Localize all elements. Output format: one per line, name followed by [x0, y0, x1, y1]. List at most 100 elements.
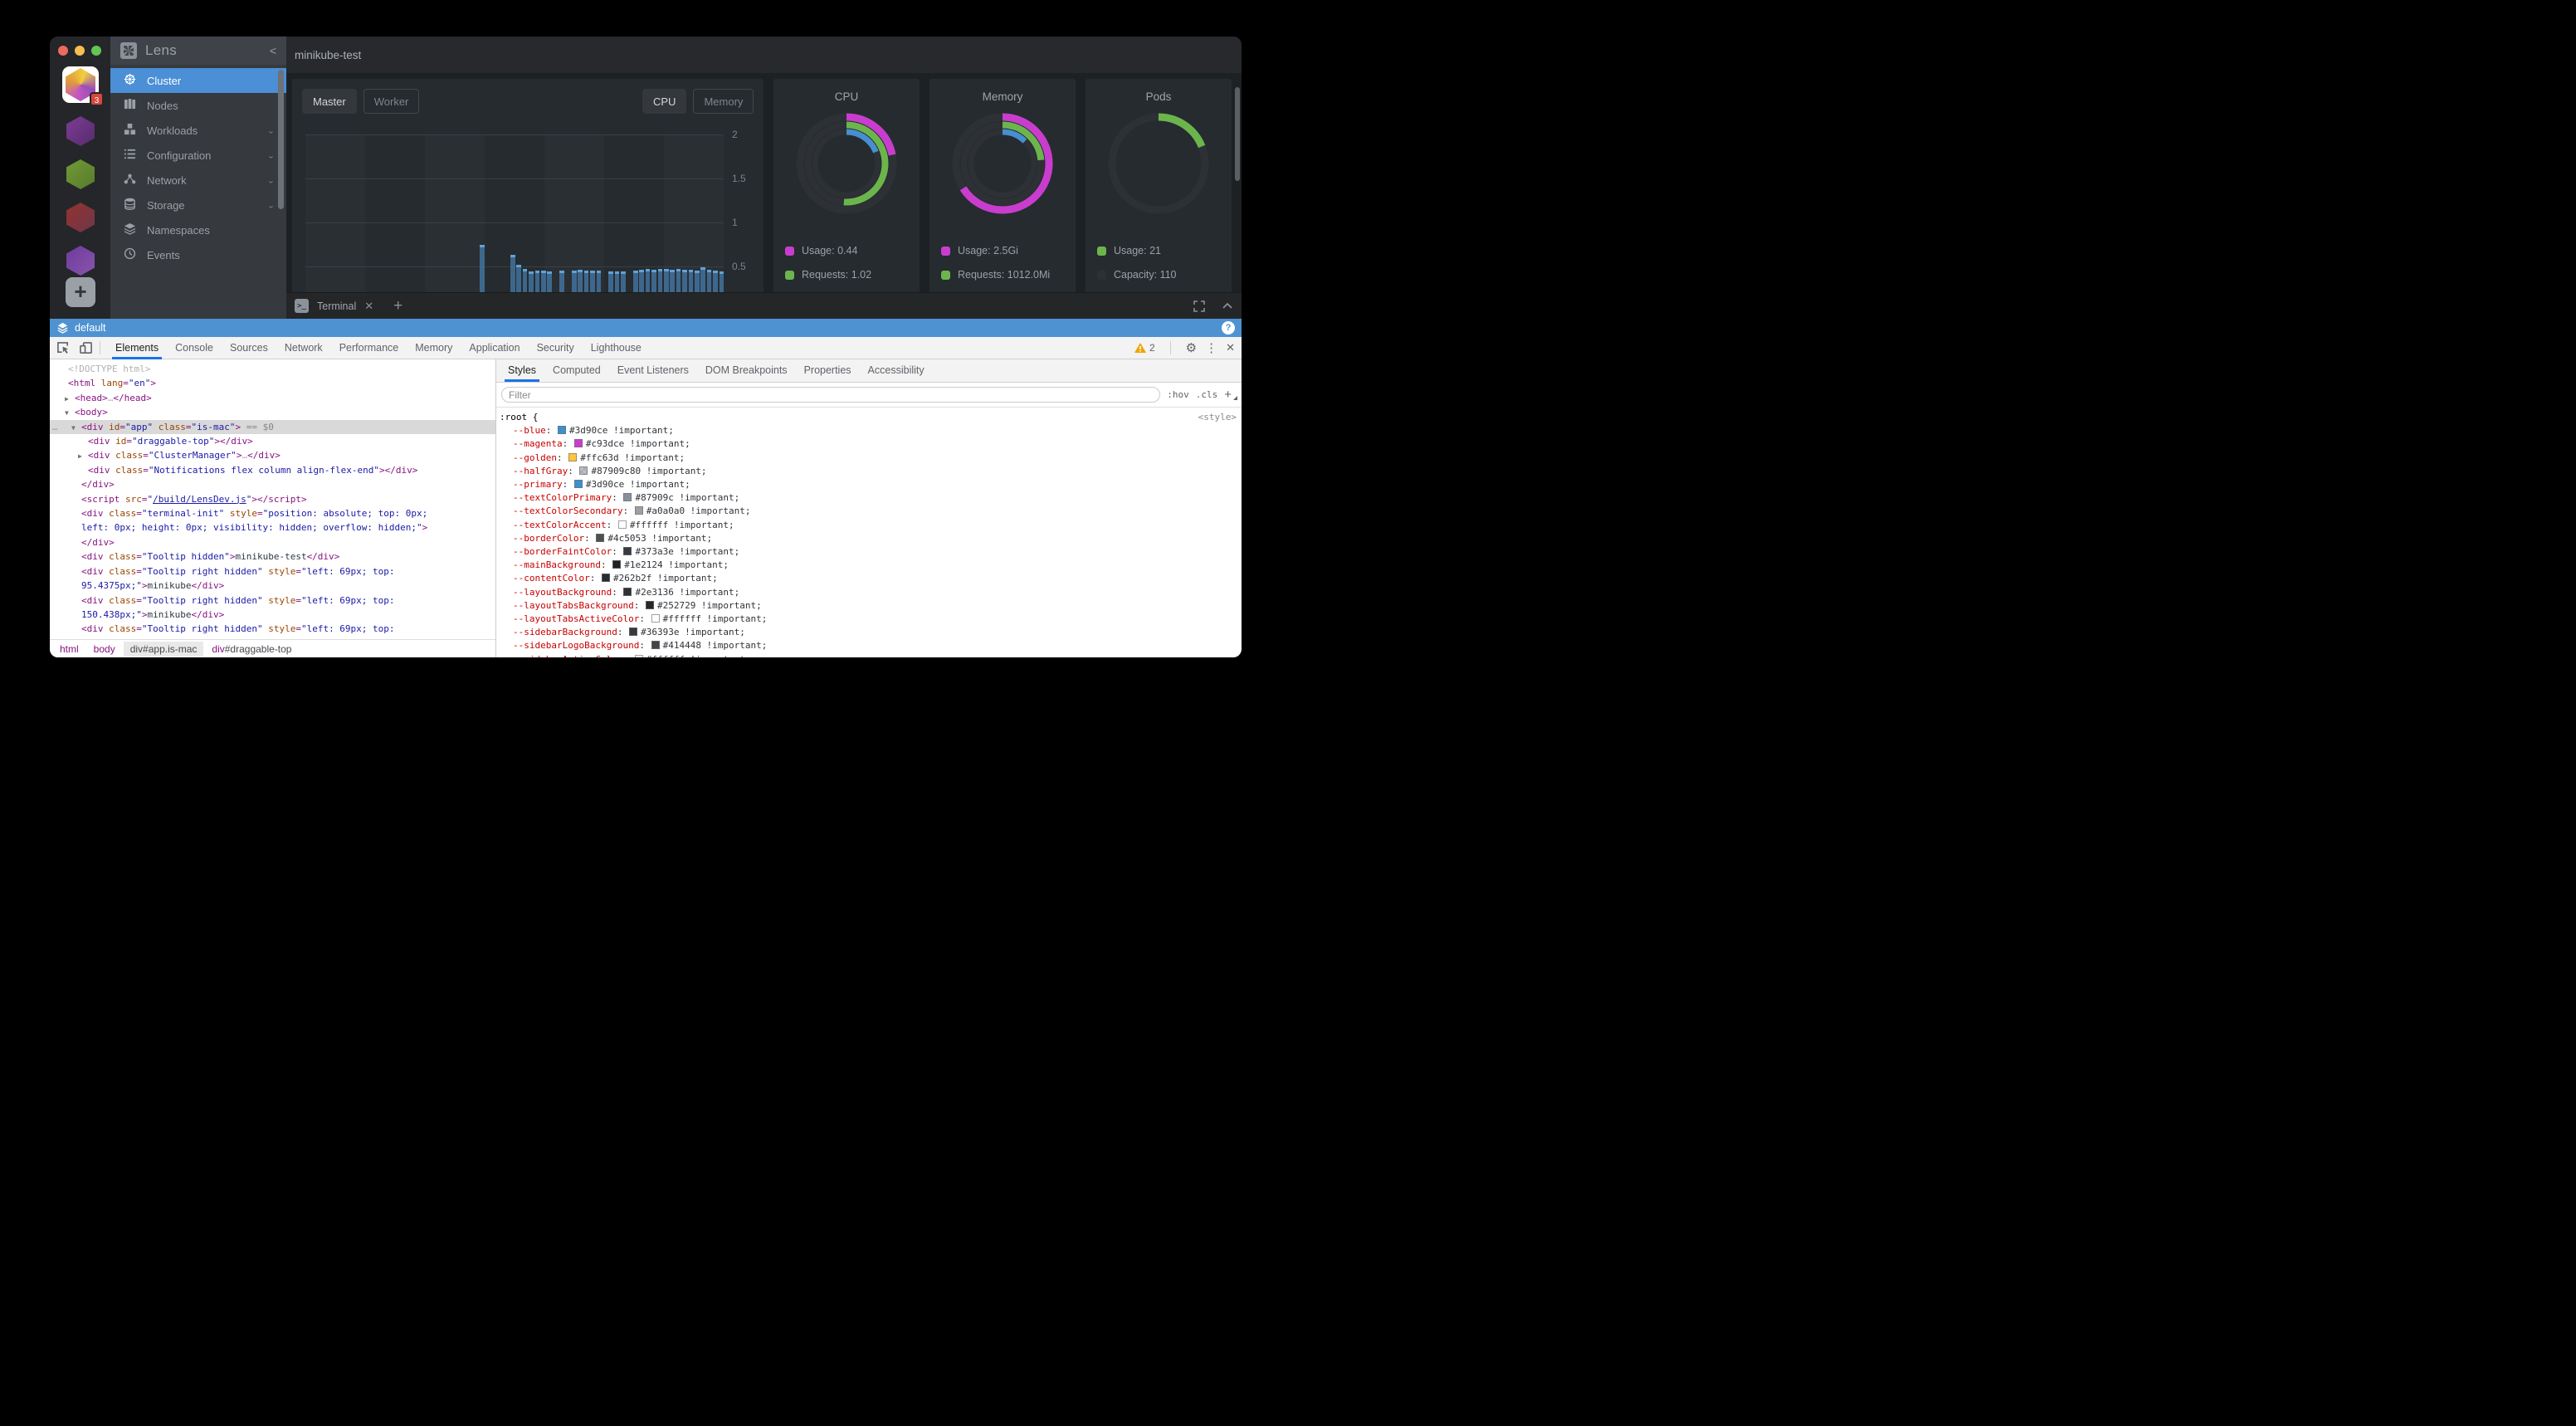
color-swatch[interactable]: [634, 654, 643, 657]
sidebar-item-network[interactable]: Network ⌄: [110, 168, 286, 193]
devtools-tab-application[interactable]: Application: [469, 341, 520, 354]
css-property-row[interactable]: --halfGray: #87909c80 !important;: [513, 465, 707, 476]
devtools-tab-console[interactable]: Console: [175, 341, 213, 354]
devtools-tab-memory[interactable]: Memory: [415, 341, 453, 354]
devtools-tab-performance[interactable]: Performance: [339, 341, 399, 354]
css-property-row[interactable]: --mainBackground: #1e2124 !important;: [513, 559, 729, 571]
dom-node[interactable]: <div class="Tooltip right hidden" style=…: [81, 623, 395, 635]
devtools-tab-sources[interactable]: Sources: [229, 341, 268, 354]
color-swatch[interactable]: [612, 560, 622, 569]
css-property-row[interactable]: --sidebarBackground: #36393e !important;: [513, 627, 745, 638]
styles-tab-properties[interactable]: Properties: [803, 364, 851, 376]
styles-filter-input[interactable]: [501, 387, 1161, 403]
css-property-row[interactable]: --borderColor: #4c5053 !important;: [513, 532, 713, 544]
terminal-tab[interactable]: Terminal: [317, 300, 357, 312]
color-swatch[interactable]: [579, 466, 588, 475]
css-property-row[interactable]: --textColorAccent: #ffffff !important;: [513, 519, 734, 530]
dom-node[interactable]: </div>: [81, 479, 115, 491]
sidebar-item-configuration[interactable]: Configuration ⌄: [110, 143, 286, 168]
css-property-row[interactable]: --sidebarActiveColor: #ffffff !important…: [500, 653, 1237, 657]
dom-node[interactable]: 95.4375px;">minikube</div>: [81, 580, 225, 592]
css-property-row[interactable]: --textColorPrimary: #87909c !important;: [513, 492, 740, 504]
rail-cluster-green[interactable]: [66, 159, 95, 189]
traffic-light-close[interactable]: [58, 46, 68, 56]
dom-node[interactable]: <div id="draggable-top"></div>: [88, 436, 253, 447]
active-cluster-button[interactable]: 3: [62, 66, 104, 106]
metric-tab-memory[interactable]: Memory: [693, 89, 754, 114]
traffic-light-zoom[interactable]: [91, 46, 101, 56]
help-button[interactable]: ?: [1222, 321, 1235, 335]
css-selector[interactable]: :root {: [500, 412, 539, 422]
dom-node[interactable]: <!DOCTYPE html>: [68, 364, 151, 374]
sidebar-item-nodes[interactable]: Nodes: [110, 93, 286, 118]
new-style-rule-button[interactable]: +: [1224, 388, 1237, 402]
collapsed-arrow-icon[interactable]: ▶: [65, 394, 69, 403]
color-swatch[interactable]: [558, 426, 566, 435]
sidebar-collapse-icon[interactable]: <: [269, 44, 276, 57]
rail-cluster-violet[interactable]: [66, 246, 95, 276]
color-swatch[interactable]: [651, 614, 660, 623]
devtools-close-icon[interactable]: ✕: [1226, 341, 1235, 354]
color-swatch[interactable]: [568, 452, 578, 461]
dom-node[interactable]: ▶ <head>…</head>: [50, 391, 495, 405]
color-swatch[interactable]: [617, 520, 627, 529]
dom-node[interactable]: left: 0px; height: 0px; visibility: hidd…: [81, 522, 428, 534]
console-warning-counter[interactable]: 2: [1134, 342, 1155, 354]
dom-node[interactable]: <div class="Notifications flex column al…: [88, 464, 418, 476]
css-property-row[interactable]: --layoutTabsActiveColor: #ffffff !import…: [513, 613, 768, 625]
dom-node[interactable]: <div class="terminal-init" style="positi…: [81, 508, 428, 520]
color-swatch[interactable]: [623, 493, 632, 502]
dom-node[interactable]: <div class="Tooltip hidden">minikube-tes…: [81, 551, 340, 563]
color-swatch[interactable]: [634, 506, 643, 515]
dom-node[interactable]: <div class="Tooltip right hidden" style=…: [81, 594, 395, 606]
css-property-row[interactable]: --blue: #3d90ce !important;: [513, 425, 674, 437]
expanded-arrow-icon[interactable]: ▼: [65, 409, 69, 418]
dom-node[interactable]: <div class="Tooltip right hidden" style=…: [81, 565, 395, 577]
collapsed-arrow-icon[interactable]: ▶: [78, 452, 82, 461]
css-property-row[interactable]: --magenta: #c93dce !important;: [513, 438, 690, 450]
metric-tab-cpu[interactable]: CPU: [642, 89, 687, 114]
devtools-tab-security[interactable]: Security: [536, 341, 574, 354]
css-property-row[interactable]: --primary: #3d90ce !important;: [513, 479, 690, 491]
sidebar-item-cluster[interactable]: Cluster: [110, 68, 286, 93]
traffic-light-minimize[interactable]: [75, 46, 85, 56]
breadcrumb-item[interactable]: div#draggable-top: [212, 642, 292, 655]
color-swatch[interactable]: [623, 587, 632, 596]
main-scrollbar[interactable]: [1235, 87, 1240, 181]
breadcrumb-item[interactable]: div#app.is-mac: [123, 641, 204, 657]
fullscreen-icon[interactable]: [1193, 300, 1205, 312]
css-property-row[interactable]: --golden: #ffc63d !important;: [513, 452, 685, 463]
css-property-row[interactable]: --sidebarLogoBackground: #414448 !import…: [513, 640, 768, 652]
dom-node-selected[interactable]: … ▼ <div id="app" class="is-mac"> == $0: [50, 419, 495, 435]
node-tab-worker[interactable]: Worker: [363, 89, 420, 114]
color-swatch[interactable]: [645, 600, 654, 609]
node-tab-master[interactable]: Master: [302, 89, 357, 114]
expanded-arrow-icon[interactable]: ▼: [71, 423, 76, 432]
color-swatch[interactable]: [596, 533, 605, 542]
color-swatch[interactable]: [573, 439, 583, 448]
css-property-row[interactable]: --borderFaintColor: #373a3e !important;: [513, 546, 740, 558]
terminal-close-icon[interactable]: ✕: [364, 299, 374, 312]
sidebar-item-events[interactable]: Events: [110, 242, 286, 267]
css-property-row[interactable]: --contentColor: #262b2f !important;: [513, 573, 718, 584]
color-swatch[interactable]: [601, 574, 610, 583]
css-property-row[interactable]: --layoutBackground: #2e3136 !important;: [513, 586, 740, 598]
styles-tab-styles[interactable]: Styles: [500, 359, 544, 382]
toggle-hover-state-button[interactable]: :hov: [1167, 389, 1189, 400]
dom-node[interactable]: <html lang="en">: [68, 378, 156, 389]
devtools-tab-lighthouse[interactable]: Lighthouse: [590, 341, 642, 354]
rail-cluster-purple[interactable]: [66, 116, 95, 146]
dom-node[interactable]: 150.438px;">minikube</div>: [81, 608, 225, 620]
styles-tab-dom-breakpoints[interactable]: DOM Breakpoints: [705, 364, 788, 376]
rail-cluster-red[interactable]: [66, 203, 95, 232]
styles-tab-event-listeners[interactable]: Event Listeners: [617, 364, 689, 376]
terminal-add-icon[interactable]: +: [393, 296, 403, 315]
breadcrumb-item[interactable]: body: [93, 642, 115, 655]
devtools-settings-icon[interactable]: ⚙: [1185, 341, 1198, 355]
sidebar-item-workloads[interactable]: Workloads ⌄: [110, 118, 286, 143]
devtools-tab-elements[interactable]: Elements: [107, 337, 167, 359]
dom-node[interactable]: ▼ <body>: [50, 405, 495, 419]
device-toolbar-icon[interactable]: [79, 341, 93, 355]
breadcrumb-item[interactable]: html: [60, 642, 79, 655]
sidebar-item-storage[interactable]: Storage ⌄: [110, 193, 286, 217]
